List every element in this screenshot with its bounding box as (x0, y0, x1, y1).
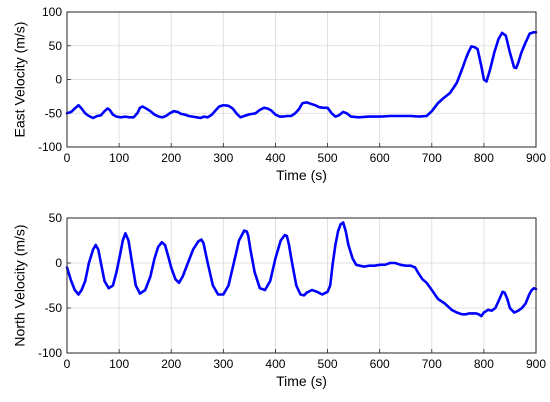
east-velocity-x-tick-label: 400 (265, 151, 285, 165)
east-velocity-x-tick-label: 100 (109, 151, 129, 165)
north-velocity-series (65, 221, 538, 318)
east-velocity-x-tick-label: 500 (318, 151, 338, 165)
east-velocity-x-tick-label: 700 (422, 151, 442, 165)
north-velocity-x-tick-label: 0 (64, 357, 71, 371)
east-velocity-ticks: 0 100 200 300 400 500 600 700 800 900 -100 -50 0 50 10… (38, 5, 546, 165)
east-velocity-plot-frame (66, 11, 537, 148)
north-velocity-x-tick-label: 200 (161, 357, 181, 371)
north-velocity-x-tick-label: 500 (318, 357, 338, 371)
east-velocity-series (65, 30, 538, 120)
east-velocity-y-tick-label: 100 (42, 5, 62, 19)
east-velocity-x-axis-label: Time (s) (276, 167, 327, 183)
north-velocity-plot-frame (66, 217, 537, 354)
east-velocity-x-tick-label: 900 (526, 151, 546, 165)
north-velocity-y-tick-label: 50 (49, 211, 63, 225)
north-velocity-y-tick-label: 0 (55, 256, 62, 270)
east-velocity-x-tick-label: 800 (474, 151, 494, 165)
north-velocity-ticks: 0 100 200 300 400 500 600 700 800 900 -100 -50 0 50 (38, 211, 546, 371)
north-velocity-grid (66, 217, 537, 354)
north-velocity-series-line (65, 221, 538, 318)
east-velocity-x-tick-label: 0 (64, 151, 71, 165)
north-velocity-x-tick-label: 400 (265, 357, 285, 371)
north-velocity-x-tick-label: 300 (213, 357, 233, 371)
east-velocity-x-tick-label: 200 (161, 151, 181, 165)
north-velocity-x-tick-label: 100 (109, 357, 129, 371)
north-velocity-x-tick-label: 900 (526, 357, 546, 371)
east-velocity-x-tick-label: 300 (213, 151, 233, 165)
east-velocity-x-tick-label: 600 (370, 151, 390, 165)
north-velocity-y-tick-label: -100 (38, 346, 62, 360)
east-velocity-panel: 0 100 200 300 400 500 600 700 800 900 -100 -50 0 50 10… (12, 5, 547, 183)
east-velocity-y-tick-label: 0 (55, 73, 62, 87)
north-velocity-x-tick-label: 800 (474, 357, 494, 371)
north-velocity-panel: 0 100 200 300 400 500 600 700 800 900 -100 -50 0 50 T… (12, 211, 547, 389)
east-velocity-y-tick-label: 50 (49, 39, 63, 53)
north-velocity-x-axis-label: Time (s) (276, 373, 327, 389)
north-velocity-x-tick-label: 600 (370, 357, 390, 371)
north-velocity-y-axis-label: North Velocity (m/s) (12, 224, 28, 346)
east-velocity-y-tick-label: -50 (45, 106, 63, 120)
north-velocity-y-tick-label: -50 (45, 301, 63, 315)
east-velocity-y-axis-label: East Velocity (m/s) (12, 22, 28, 138)
east-velocity-grid (66, 11, 537, 148)
north-velocity-x-tick-label: 700 (422, 357, 442, 371)
east-velocity-series-line (65, 30, 538, 120)
east-velocity-y-tick-label: -100 (38, 140, 62, 154)
